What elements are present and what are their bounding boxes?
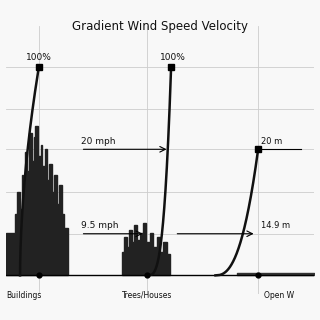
Text: Gradient Wind Speed Velocity: Gradient Wind Speed Velocity [72, 20, 248, 33]
Text: 20 mph: 20 mph [81, 137, 115, 146]
Text: 14.9 m: 14.9 m [261, 221, 290, 230]
Text: 100%: 100% [160, 53, 186, 62]
Text: 100%: 100% [26, 53, 52, 62]
Text: 20 m: 20 m [261, 137, 282, 146]
Text: Trees/Houses: Trees/Houses [122, 291, 172, 300]
Text: Buildings: Buildings [6, 291, 41, 300]
Polygon shape [6, 125, 68, 276]
Text: 9.5 mph: 9.5 mph [81, 221, 118, 230]
Polygon shape [122, 223, 170, 276]
Text: Open W: Open W [264, 291, 294, 300]
